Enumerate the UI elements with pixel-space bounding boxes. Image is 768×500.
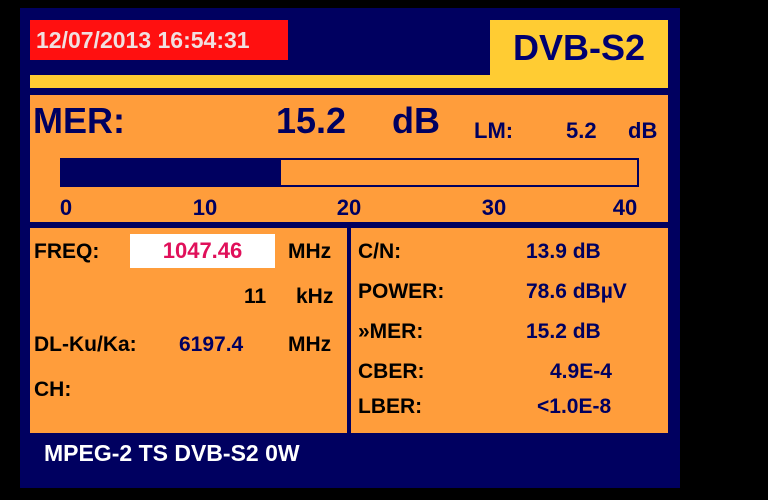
scale-tick: 0 — [59, 195, 73, 220]
mer2-value: 15.2 dB — [526, 320, 601, 343]
cber-label: CBER: — [358, 360, 425, 383]
scale-tick: 30 — [481, 195, 507, 220]
mer2-label: »MER: — [358, 320, 424, 343]
mer-bar-fill — [62, 160, 281, 185]
lm-label: LM: — [474, 118, 514, 143]
mer-unit: dB — [392, 100, 440, 141]
stream-info: MPEG-2 TS DVB-S2 0W — [44, 440, 300, 466]
cn-label: C/N: — [358, 240, 402, 263]
mode-badge: DVB-S2 — [490, 20, 668, 88]
mer-bar — [60, 158, 639, 187]
mer-value: 15.2 — [276, 100, 347, 141]
lber-label: LBER: — [358, 395, 423, 418]
power-label: POWER: — [358, 280, 445, 303]
dl-unit: MHz — [288, 333, 332, 356]
dl-label: DL-Ku/Ka: — [34, 333, 137, 356]
offset-unit: kHz — [296, 285, 334, 308]
cber-value: 4.9E-4 — [550, 360, 612, 383]
scale-tick: 40 — [612, 195, 638, 220]
lm-unit: dB — [628, 118, 658, 143]
lm-value: 5.2 — [566, 118, 597, 143]
cn-value: 13.9 dB — [526, 240, 601, 263]
lber-value: <1.0E-8 — [537, 395, 612, 418]
mer-label: MER: — [33, 100, 125, 141]
freq-input[interactable]: 1047.46 — [130, 234, 275, 268]
datetime: 12/07/2013 16:54:31 — [30, 20, 288, 60]
measurements-panel — [351, 228, 668, 433]
scale-tick: 20 — [336, 195, 362, 220]
scale-tick: 10 — [192, 195, 218, 220]
freq-unit: MHz — [288, 240, 332, 263]
dl-value: 6197.4 — [179, 333, 244, 356]
power-value: 78.6 dBµV — [526, 280, 627, 303]
offset-value: 11 — [244, 285, 267, 308]
ch-label: CH: — [34, 378, 72, 401]
freq-label: FREQ: — [34, 240, 100, 263]
